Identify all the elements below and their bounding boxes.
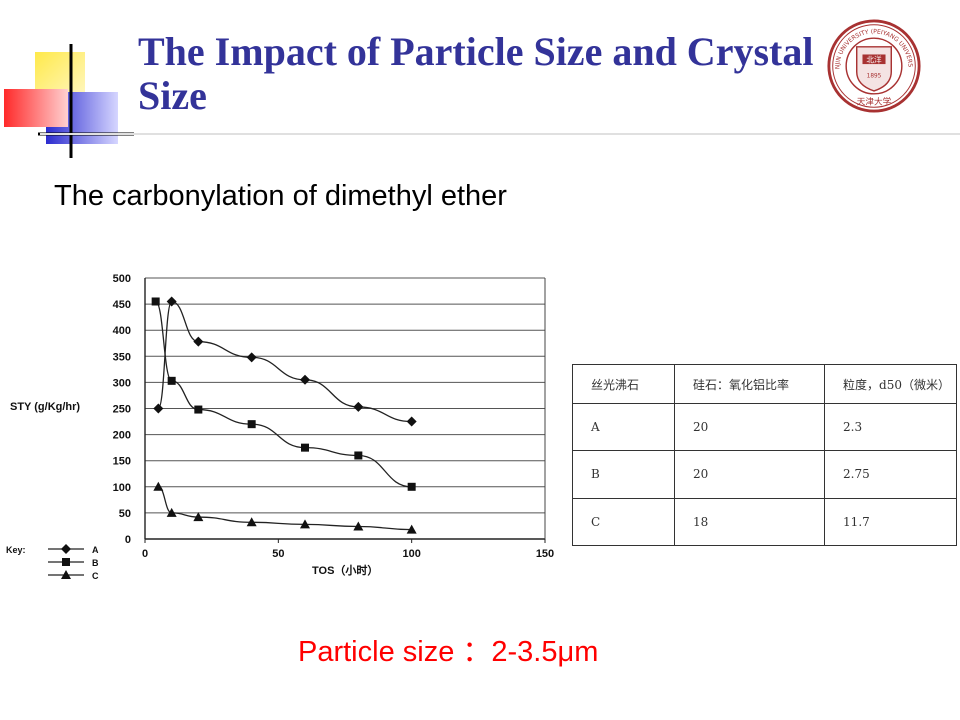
- legend-marker: [61, 544, 71, 554]
- data-point: [353, 401, 364, 412]
- y-tick-label: 500: [113, 273, 131, 285]
- legend-marker: [61, 570, 71, 579]
- y-axis-ticks: 0 50 100 150 200 250 300 350 400 450 500: [113, 273, 131, 546]
- y-tick-label: 200: [113, 430, 131, 442]
- university-seal-logo: 北洋 1895 TIANJIN UNIVERSITY (PEIYANG UNIV…: [826, 18, 921, 113]
- table-cell: 2.75: [824, 450, 957, 499]
- data-point: [247, 420, 256, 429]
- title-divider: [40, 133, 960, 135]
- x-axis-ticks: 0 50 100 150: [142, 539, 554, 560]
- data-point: [166, 296, 177, 307]
- table-row: C 18 11.7: [571, 497, 957, 547]
- series-a: [153, 296, 417, 427]
- data-point: [194, 405, 203, 414]
- y-tick-label: 0: [125, 534, 131, 546]
- particle-size-note: Particle size ：2-3.5μm: [298, 636, 599, 668]
- series-c: [153, 481, 417, 534]
- data-point: [354, 451, 363, 460]
- y-tick-label: 250: [113, 404, 131, 416]
- x-tick-label: 0: [142, 548, 148, 560]
- series-b: [151, 297, 416, 491]
- y-tick-label: 450: [113, 299, 131, 311]
- data-point: [153, 481, 164, 491]
- data-point: [406, 416, 417, 427]
- table-header-cell: 丝光沸石: [571, 364, 676, 404]
- table-cell: C: [571, 497, 676, 547]
- y-tick-label: 100: [113, 482, 131, 494]
- data-point: [406, 524, 417, 534]
- data-point: [193, 336, 204, 347]
- table-row: A 20 2.3: [571, 402, 957, 452]
- y-tick-label: 300: [113, 377, 131, 389]
- chart-axes: [144, 278, 546, 540]
- chart-gridlines: [145, 277, 545, 514]
- legend-label: B: [92, 558, 99, 568]
- table-cell: 20: [674, 402, 826, 452]
- zeolite-properties-table: 丝光沸石 硅石：氧化铝比率 粒度，d50（微米） A 20 2.3 B 20 2…: [571, 364, 957, 547]
- svg-text:天津大学: 天津大学: [857, 95, 892, 107]
- table-row: B 20 2.75: [571, 450, 957, 499]
- y-tick-label: 400: [113, 325, 131, 337]
- data-point: [353, 521, 364, 531]
- legend-label: A: [92, 545, 99, 555]
- y-tick-label: 150: [113, 456, 131, 468]
- data-point: [167, 376, 176, 385]
- table-cell: 20: [674, 450, 826, 499]
- data-point: [246, 352, 257, 363]
- table-cell: A: [571, 402, 676, 452]
- y-axis-label: STY (g/Kg/hr): [10, 401, 80, 413]
- table-cell: 18: [674, 497, 826, 547]
- decorative-corner-squares: [4, 44, 134, 158]
- table-header-cell: 硅石：氧化铝比率: [674, 364, 826, 404]
- table-cell: 2.3: [824, 402, 957, 452]
- data-point: [300, 519, 310, 529]
- sty-vs-tos-line-chart: 0 50 100 150 200 250 300 350 400 450 500 0 50 100 150…: [6, 273, 554, 581]
- data-point: [300, 374, 310, 385]
- slide-title: The Impact of Particle Size and Crystal …: [138, 29, 814, 118]
- x-tick-label: 100: [402, 548, 420, 560]
- legend-label: C: [92, 571, 99, 581]
- slide-subtitle: The carbonylation of dimethyl ether: [54, 180, 507, 212]
- series-line: [158, 486, 412, 531]
- x-tick-label: 50: [272, 548, 284, 560]
- chart-legend: Key: ABC: [6, 544, 99, 581]
- y-tick-label: 50: [119, 508, 131, 520]
- y-tick-label: 350: [113, 351, 131, 363]
- legend-marker: [62, 558, 70, 566]
- legend-key-label: Key:: [6, 545, 26, 555]
- x-axis-label: TOS（小时）: [312, 563, 378, 577]
- svg-text:1895: 1895: [867, 74, 882, 80]
- table-cell: B: [571, 450, 676, 499]
- data-point: [301, 443, 309, 452]
- series-line: [157, 300, 412, 423]
- x-tick-label: 150: [536, 548, 554, 560]
- data-point: [151, 297, 160, 306]
- data-point: [193, 512, 204, 522]
- table-header-cell: 粒度，d50（微米）: [824, 364, 957, 404]
- series-line: [155, 300, 412, 488]
- data-point: [166, 507, 177, 517]
- table-cell: 11.7: [824, 497, 957, 547]
- svg-text:北洋: 北洋: [866, 55, 882, 65]
- data-point: [407, 482, 416, 491]
- table-header-row: 丝光沸石 硅石：氧化铝比率 粒度，d50（微米）: [571, 364, 957, 404]
- data-point: [153, 403, 164, 414]
- chart-series: [151, 296, 417, 534]
- data-point: [246, 517, 257, 527]
